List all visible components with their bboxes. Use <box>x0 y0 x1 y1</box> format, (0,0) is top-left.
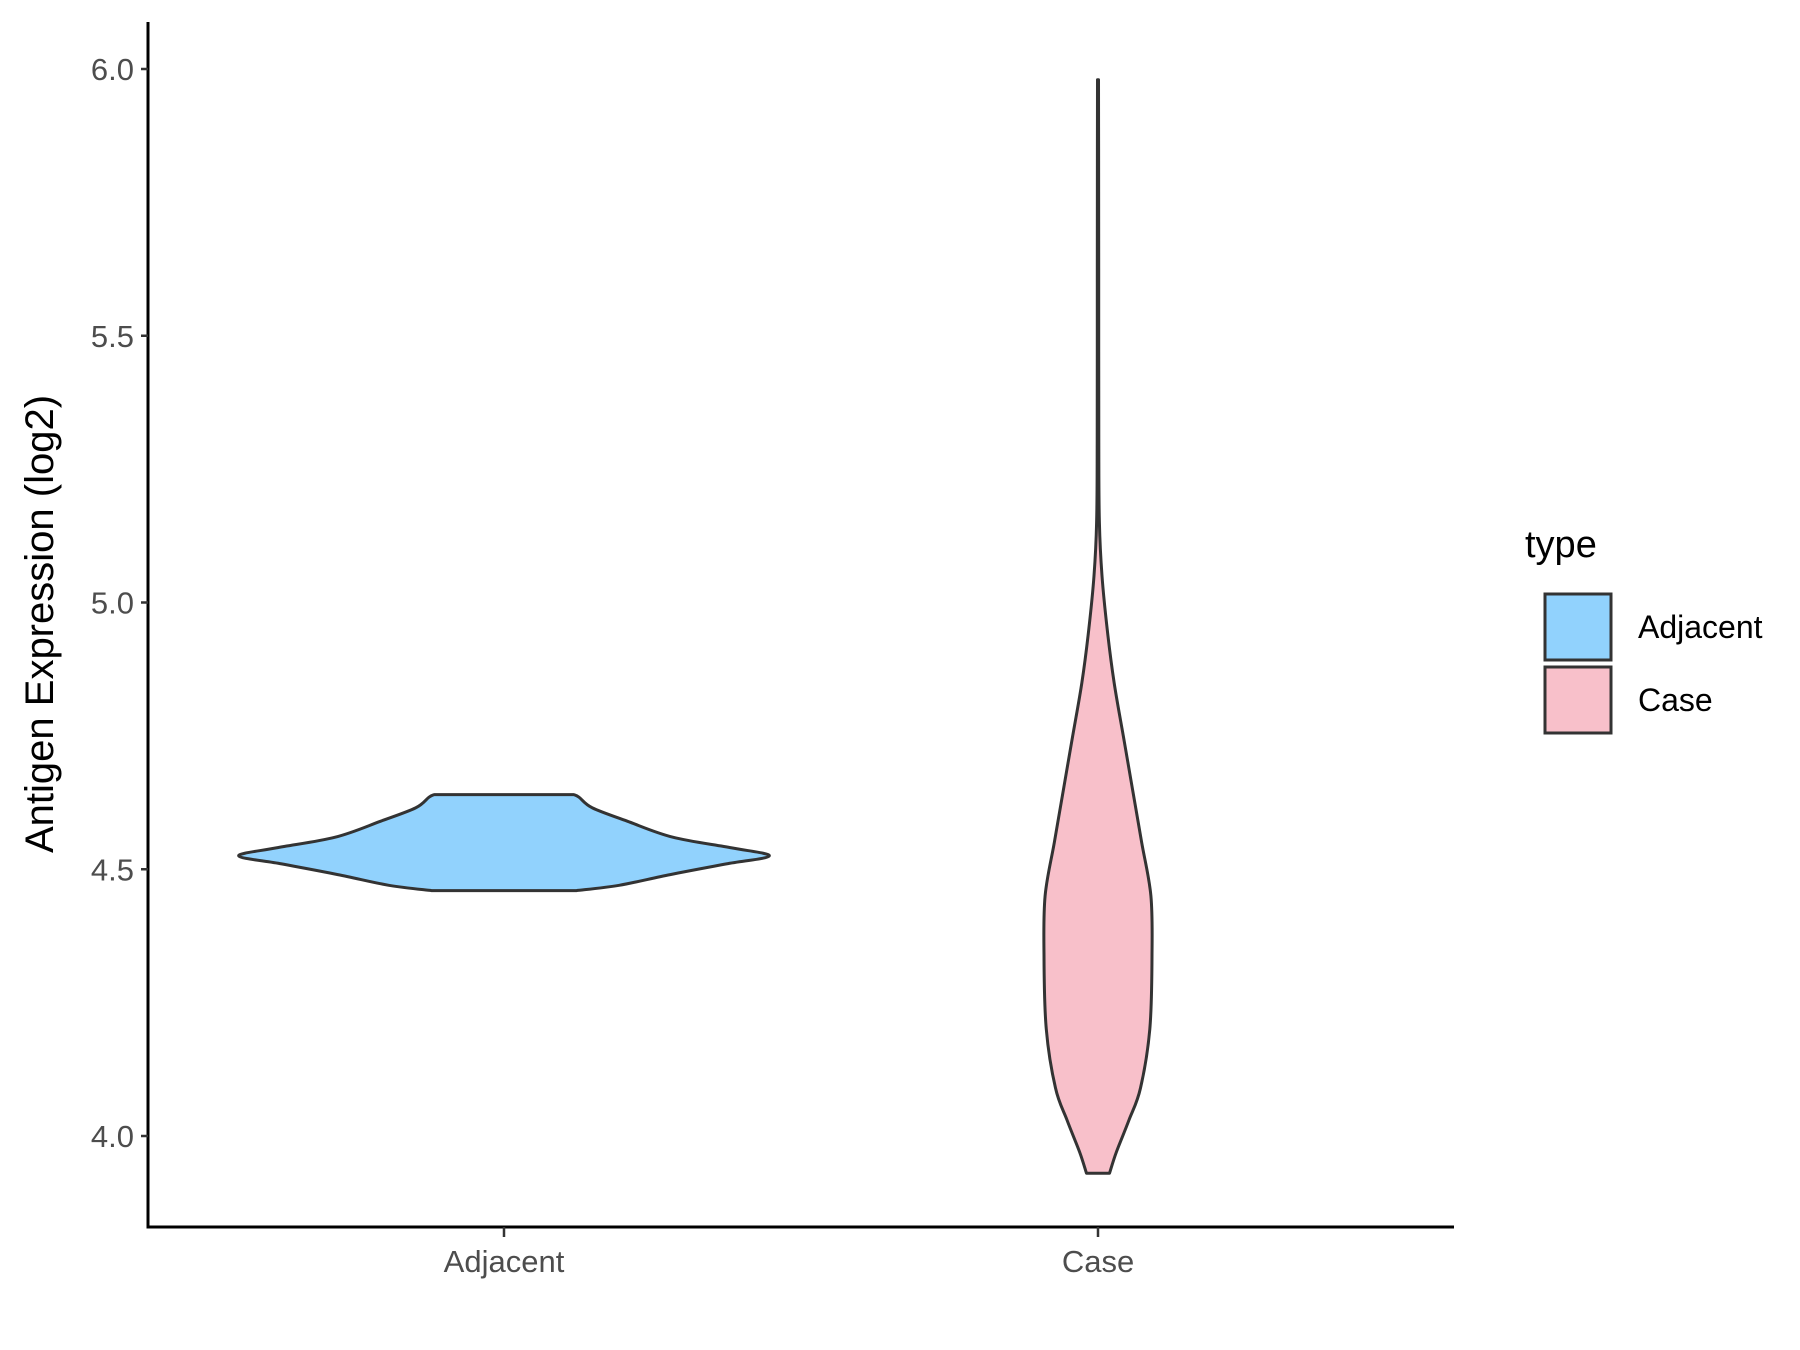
legend-key-adjacent <box>1543 592 1613 662</box>
violin-adjacent <box>237 793 771 893</box>
axes-layer <box>146 22 1454 1229</box>
legend-key-case <box>1543 665 1613 735</box>
legend-label: Case <box>1638 682 1713 718</box>
legend-title: type <box>1525 524 1597 566</box>
y-tick-label: 4.5 <box>91 852 134 887</box>
violin-layer <box>237 78 1154 1175</box>
y-tick-label: 6.0 <box>91 52 134 87</box>
x-tick-label: Adjacent <box>444 1244 565 1279</box>
y-tick-label: 4.0 <box>91 1119 134 1154</box>
violin-case <box>1042 78 1154 1175</box>
y-axis-title: Antigen Expression (log2) <box>18 395 62 853</box>
y-tick-label: 5.5 <box>91 319 134 354</box>
y-ticks: 4.0 4.5 5.0 5.5 6.0 <box>91 52 148 1154</box>
x-ticks: Adjacent Case <box>444 1227 1134 1279</box>
y-tick-label: 5.0 <box>91 586 134 621</box>
legend-label: Adjacent <box>1638 609 1763 645</box>
x-tick-label: Case <box>1062 1244 1134 1279</box>
legend: type Adjacent Case <box>1525 524 1763 735</box>
